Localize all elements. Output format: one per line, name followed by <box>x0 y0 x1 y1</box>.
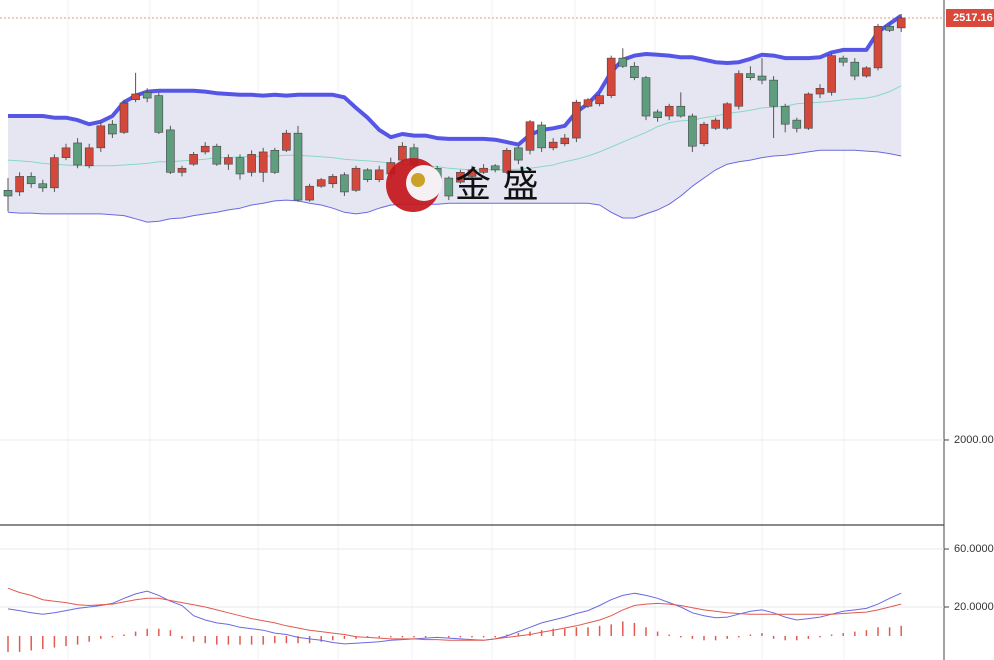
candle-body <box>641 77 651 117</box>
candle-body <box>305 185 314 201</box>
candle-body <box>815 87 825 95</box>
candle-body <box>258 151 268 173</box>
candle-body <box>711 119 720 129</box>
watermark-text: 金 盛 <box>455 165 538 206</box>
band-line <box>7 85 902 171</box>
candle-body <box>166 129 175 173</box>
candle-body <box>235 157 245 175</box>
candle-body <box>224 157 233 165</box>
candle-body <box>247 154 256 173</box>
candle-body <box>374 169 384 180</box>
candle-body <box>537 124 546 149</box>
candle-body <box>827 55 836 93</box>
candle-body <box>340 174 349 193</box>
candle-body <box>154 95 164 133</box>
candle-body <box>896 17 906 29</box>
macd-line <box>7 587 902 641</box>
y-tick-label: 2000.00 <box>954 434 994 446</box>
candle-body <box>606 57 616 96</box>
candle-body <box>189 154 198 165</box>
last-price-label: 2517.16 <box>953 12 993 24</box>
watermark: 金 盛 <box>386 158 538 212</box>
candle-body <box>583 99 593 107</box>
candle-body <box>664 105 674 117</box>
candle-body <box>61 147 71 158</box>
candle-body <box>467 169 477 177</box>
logo-dot <box>411 173 425 187</box>
candle-body <box>15 176 24 193</box>
candle-body <box>282 132 291 151</box>
candle-body <box>572 101 581 139</box>
candle-body <box>873 25 883 69</box>
macd-line <box>7 590 902 645</box>
candle-body <box>142 92 152 99</box>
candle-body <box>3 189 13 197</box>
candle-body <box>792 119 802 129</box>
candle-body <box>862 67 871 77</box>
candle-body <box>769 79 778 107</box>
candle-body <box>676 105 686 117</box>
candle-body <box>618 57 628 67</box>
candle-body <box>653 111 662 118</box>
candle-body <box>351 167 361 191</box>
candle-body <box>84 147 94 167</box>
y-tick-label: 60.0000 <box>954 543 994 555</box>
candle-body <box>456 172 465 183</box>
candle-body <box>490 165 500 171</box>
candle-body <box>270 150 280 173</box>
candle-body <box>560 137 570 145</box>
candle-body <box>398 145 407 161</box>
candle-body <box>363 169 372 180</box>
candle-body <box>96 125 106 149</box>
candle-body <box>108 123 117 135</box>
candle-body <box>131 93 140 101</box>
candle-body <box>316 179 326 187</box>
candle-body <box>746 73 755 78</box>
candle-body <box>514 147 523 161</box>
candle-body <box>722 103 732 129</box>
candle-body <box>780 105 790 125</box>
candle-body <box>630 65 639 78</box>
candle-body <box>548 141 558 149</box>
candle-body <box>479 167 488 173</box>
band-line <box>8 14 903 147</box>
candle-body <box>73 142 82 166</box>
candle-body <box>328 176 338 185</box>
candle-body <box>50 157 59 189</box>
last-price-tag <box>946 8 994 27</box>
candle-body <box>444 177 454 197</box>
candle-body <box>885 25 894 31</box>
band-fill <box>8 15 902 223</box>
candle-body <box>804 93 813 129</box>
candle-body <box>177 167 187 173</box>
candle-body <box>293 132 303 201</box>
candle-body <box>525 121 535 151</box>
candle-body <box>699 123 709 145</box>
candle-body <box>119 102 129 133</box>
candle-body <box>757 75 767 81</box>
candle-body <box>688 115 697 147</box>
y-tick-label: 20.0000 <box>954 601 994 613</box>
candle-body <box>850 61 860 77</box>
candle-body <box>26 176 36 185</box>
candle-body <box>200 145 210 153</box>
candle-body <box>595 95 604 105</box>
candle-body <box>838 57 848 63</box>
candle-body <box>734 73 744 107</box>
candle-body <box>502 150 512 173</box>
band-line <box>7 149 902 223</box>
candle-body <box>38 183 48 189</box>
candle-body <box>212 145 222 165</box>
